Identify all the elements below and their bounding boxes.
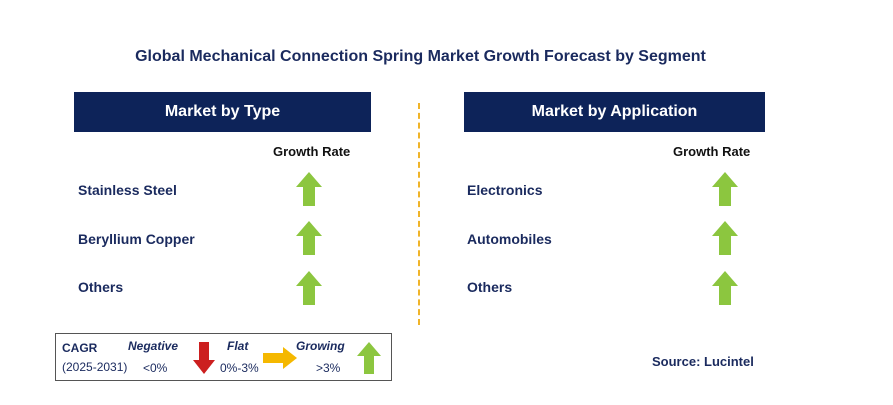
- legend-growing-range: >3%: [316, 361, 341, 375]
- left-growth-rate-label: Growth Rate: [273, 144, 351, 159]
- application-row-others: Others: [467, 279, 513, 295]
- up-arrow-icon: [712, 221, 738, 255]
- panel-divider: [418, 103, 420, 325]
- up-arrow-icon: [296, 221, 322, 255]
- type-row-beryllium-copper: Beryllium Copper: [78, 231, 195, 247]
- up-arrow-icon: [712, 271, 738, 305]
- market-by-type-header: Market by Type: [74, 92, 371, 132]
- up-arrow-icon: [357, 342, 381, 374]
- cagr-legend: CAGR (2025-2031) Negative <0% Flat 0%-3%…: [55, 333, 392, 381]
- legend-period-label: (2025-2031): [62, 360, 128, 374]
- legend-growing-label: Growing: [296, 339, 345, 353]
- up-arrow-icon: [712, 172, 738, 206]
- up-arrow-icon: [296, 172, 322, 206]
- market-by-type-label: Market by Type: [164, 103, 281, 120]
- application-row-electronics: Electronics: [467, 182, 543, 198]
- legend-flat-range: 0%-3%: [220, 361, 259, 375]
- application-row-automobiles: Automobiles: [467, 231, 552, 247]
- legend-cagr-label: CAGR: [62, 341, 98, 355]
- market-by-application-label: Market by Application: [531, 103, 698, 120]
- legend-flat-label: Flat: [227, 339, 249, 353]
- down-arrow-icon: [193, 342, 215, 374]
- market-by-application-header: Market by Application: [464, 92, 765, 132]
- legend-negative-range: <0%: [143, 361, 168, 375]
- type-row-others: Others: [78, 279, 124, 295]
- right-arrow-icon: [263, 347, 297, 369]
- up-arrow-icon: [296, 271, 322, 305]
- chart-title: Global Mechanical Connection Spring Mark…: [135, 48, 706, 65]
- source-label: Source: Lucintel: [652, 354, 754, 369]
- right-growth-rate-label: Growth Rate: [673, 144, 751, 159]
- type-row-stainless-steel: Stainless Steel: [78, 182, 177, 198]
- legend-negative-label: Negative: [128, 339, 179, 353]
